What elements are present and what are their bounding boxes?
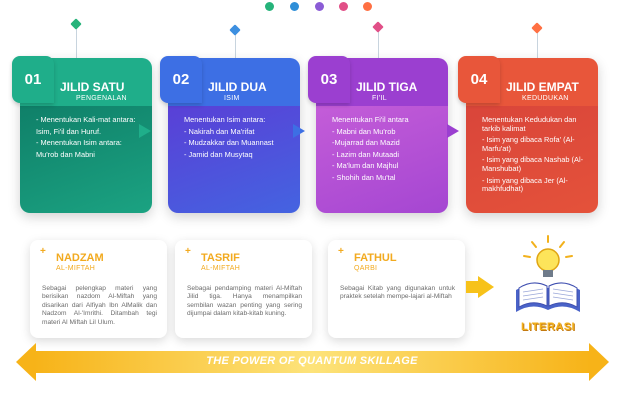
pin-line-1 (76, 25, 77, 65)
dot-4 (339, 2, 348, 11)
lower-card-fathul: + FATHUL QARBI Sebagai Kitab yang diguna… (328, 240, 465, 338)
card-subtitle: KEDUDUKAN (522, 95, 569, 102)
bottom-bar-text: THE POWER OF QUANTUM SKILLAGE (206, 355, 418, 367)
card-subtitle: ISIM (224, 95, 240, 102)
dot-5 (363, 2, 372, 11)
literasi-label: LITERASI (521, 321, 576, 333)
step-number-badge: 01 (12, 56, 54, 103)
card-subtitle: PENGENALAN (76, 95, 127, 102)
lower-card-subtitle: QARBI (354, 265, 378, 272)
bar-right-arrowhead (589, 343, 609, 381)
lower-card-title: FATHUL (354, 252, 397, 264)
card-line: - Jamid dan Musytaq (184, 149, 253, 159)
diamond-pin-icon (229, 24, 241, 36)
diamond-pin-icon (531, 22, 543, 34)
card-line: Menentukan Fi'il antara (332, 115, 409, 124)
card-line: Menentukan Isim antara: (184, 115, 266, 124)
step-card: Menentukan Kedudukan dan tarkib kalimat -… (466, 58, 598, 213)
card-body (316, 103, 448, 213)
card-text: Menentukan Fi'il antara - Mabni dan Mu'ro… (332, 115, 436, 186)
lower-card-title: NADZAM (56, 252, 104, 264)
step-number-badge: 04 (458, 56, 500, 103)
dot-1 (265, 2, 274, 11)
lower-card-subtitle: AL-MIFTAH (56, 265, 96, 272)
diamond-pin-icon (70, 18, 82, 30)
card-line: - Shohih dan Mu'tal (332, 172, 396, 182)
dot-3 (315, 2, 324, 11)
open-book-lightbulb-icon (516, 235, 580, 312)
plus-icon: + (40, 246, 46, 257)
arrow-body (466, 281, 479, 293)
step-number-badge: 02 (160, 56, 202, 103)
card-text: - Menentukan Kali-mat antara: Isim, Fi'il… (36, 115, 140, 162)
card-body (466, 103, 598, 213)
lower-card-tasrif: + TASRIF AL-MIFTAH Sebagai pendamping ma… (175, 240, 312, 338)
card-line: - Nakirah dan Ma'rifat (184, 126, 255, 136)
card-title: JILID EMPAT (506, 80, 579, 94)
arrow-right-icon (447, 124, 459, 138)
plus-icon: + (185, 246, 191, 257)
pin-line-3 (378, 28, 379, 65)
card-line: - Ma'lum dan Majhul (332, 161, 399, 171)
card-line: - Menentukan Kali-mat antara: (36, 115, 136, 124)
card-title: JILID TIGA (356, 80, 418, 94)
bottom-bar (34, 351, 590, 373)
plus-icon: + (338, 246, 344, 257)
lower-card-text: Sebagai Kitab yang digunakan untuk prakt… (340, 285, 455, 301)
card-body (168, 103, 300, 213)
card-subtitle: FI'IL (372, 95, 387, 102)
card-line: Isim, Fi'il dan Huruf. (36, 126, 102, 136)
card-line: Mu'rob dan Mabni (36, 149, 95, 159)
dot-2 (290, 2, 299, 11)
lower-card-text: Sebagai pendamping materi Al-Miftah Jili… (187, 285, 302, 318)
lower-card-text: Sebagai pelengkap materi yang berisikan … (42, 285, 157, 326)
card-title: JILID SATU (60, 80, 125, 94)
pin-line-2 (235, 32, 236, 65)
card-line: - Isim yang dibaca Jer (Al-makhfudhat) (482, 175, 568, 194)
card-title: JILID DUA (208, 80, 267, 94)
lower-card-nadzam: + NADZAM AL-MIFTAH Sebagai pelengkap mat… (30, 240, 167, 338)
arrow-right-icon (293, 124, 305, 138)
arrow-right-icon (478, 276, 494, 298)
card-body (20, 103, 152, 213)
card-line: Menentukan Kedudukan dan tarkib kalimat (482, 115, 577, 133)
card-line: -Mujarrad dan Mazid (332, 138, 400, 148)
arrow-right-icon (139, 124, 151, 138)
diamond-pin-icon (372, 21, 384, 33)
card-text: Menentukan Kedudukan dan tarkib kalimat -… (482, 115, 586, 197)
step-number-badge: 03 (308, 56, 350, 103)
pin-line-4 (537, 30, 538, 65)
card-line: - Mudzakkar dan Muannast (184, 138, 274, 148)
card-line: - Menentukan Isim antara: (36, 138, 122, 148)
bar-left-arrowhead (16, 343, 36, 381)
card-line: - Lazim dan Mutaadi (332, 149, 399, 159)
lower-card-subtitle: AL-MIFTAH (201, 265, 241, 272)
card-line: - Isim yang dibaca Rofa' (Al-Marfu'at) (482, 135, 575, 153)
card-text: Menentukan Isim antara: - Nakirah dan Ma'… (184, 115, 288, 162)
card-line: - Isim yang dibaca Nashab (Al-Manshubat) (482, 155, 584, 173)
lower-card-title: TASRIF (201, 252, 240, 264)
card-line: - Mabni dan Mu'rob (332, 126, 396, 136)
